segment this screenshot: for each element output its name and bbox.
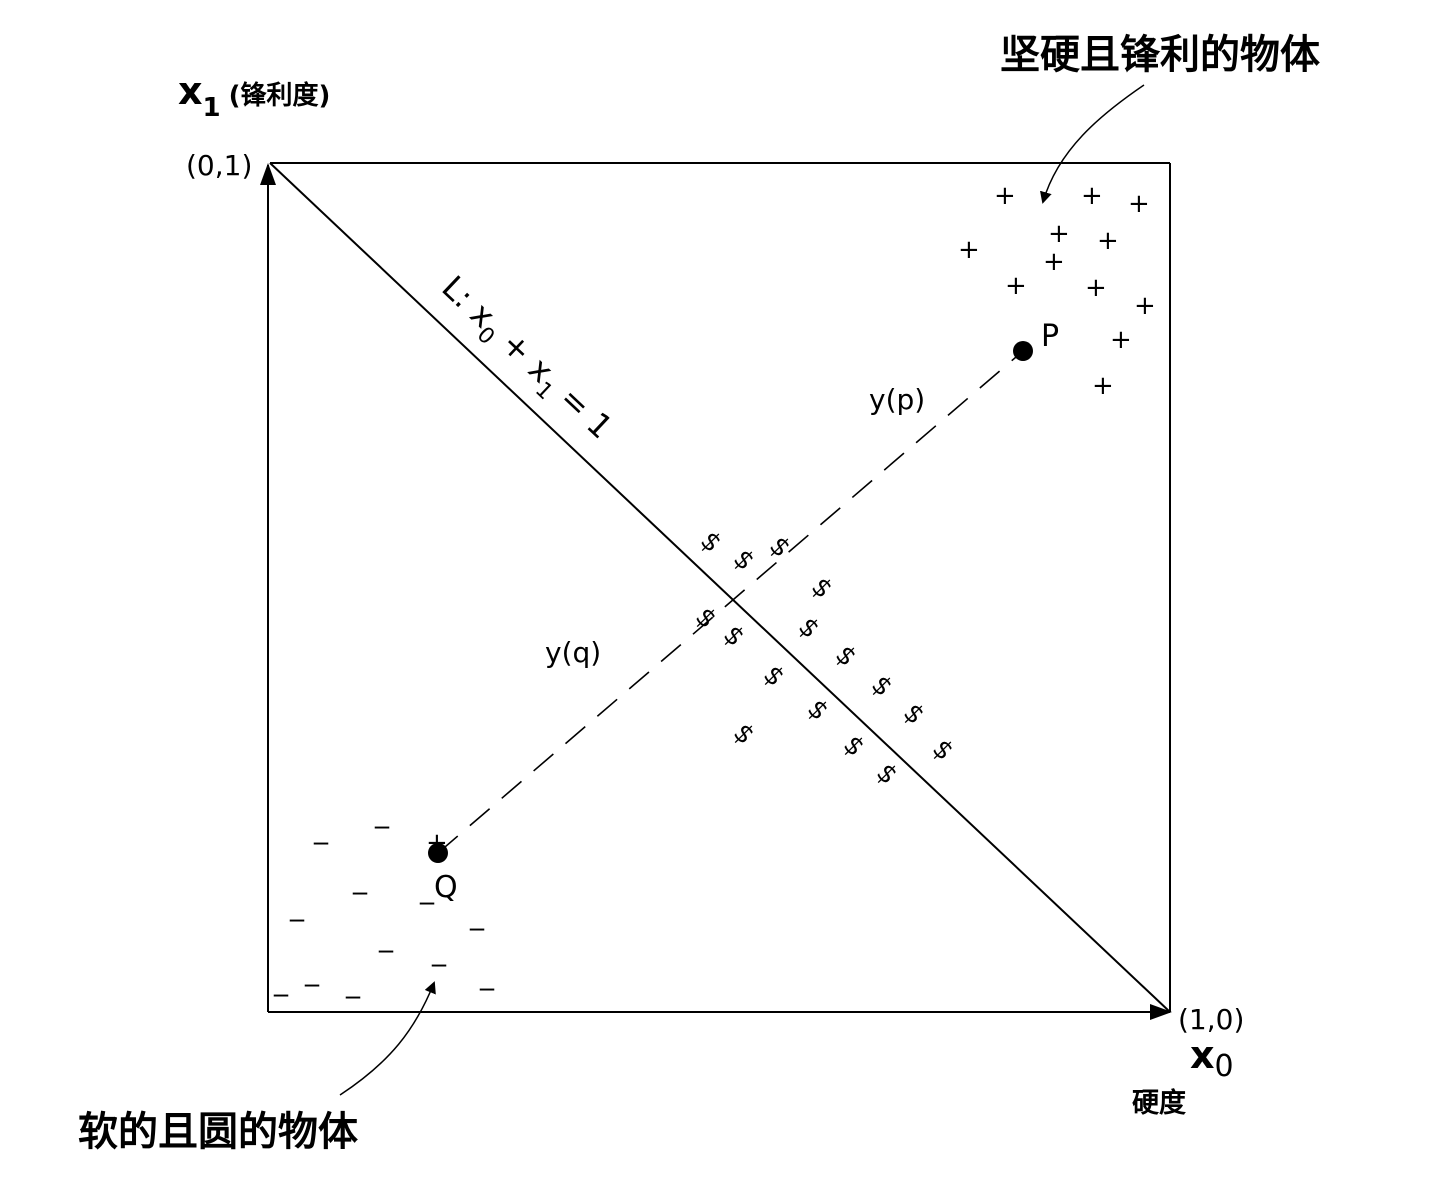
- dollar-marker: $: [805, 572, 838, 605]
- y-axis-name: (锋利度): [229, 80, 331, 111]
- plus-marker: +: [1097, 226, 1119, 256]
- decision-line-L: [269, 162, 1171, 1013]
- proj-p-label: y(p): [869, 383, 925, 416]
- minus-marker: _: [479, 958, 495, 991]
- dollar-marker: $: [763, 531, 796, 564]
- dollar-marker: $: [837, 730, 870, 763]
- dollar-marker: $: [727, 544, 760, 577]
- plus-marker: +: [1085, 273, 1107, 303]
- y-axis-sub: 1: [203, 93, 221, 123]
- corner-right-label: (1,0): [1178, 1003, 1244, 1036]
- minus-marker: _: [419, 872, 435, 905]
- minus-marker: _: [378, 920, 394, 953]
- caption-soft-round: 软的且圆的物体: [78, 1109, 358, 1155]
- minus-marker: _: [469, 898, 485, 931]
- minus-marker: _: [431, 934, 447, 967]
- corner-top-label: (0,1): [186, 149, 252, 182]
- dollar-marker: $: [897, 698, 930, 731]
- plus-marker: +: [994, 181, 1016, 211]
- dollar-marker: $: [926, 734, 959, 767]
- proj-q-label: y(q): [545, 636, 601, 669]
- plus-markers: + + + + + + + + + + + + +: [426, 181, 1156, 858]
- plus-marker: +: [1081, 181, 1103, 211]
- y-axis-label: x1 (锋利度): [178, 69, 330, 123]
- minus-marker: _: [289, 889, 305, 922]
- x-axis-sub: 0: [1215, 1049, 1234, 1084]
- plus-marker: +: [1134, 291, 1156, 321]
- point-p-label: P: [1041, 319, 1059, 354]
- plus-marker: +: [1048, 219, 1070, 249]
- dollar-marker: $: [717, 620, 750, 653]
- dollar-marker: $: [727, 718, 760, 751]
- dollar-marker: $: [870, 758, 903, 791]
- minus-marker: _: [374, 796, 390, 829]
- projection-dashed-line: [437, 350, 1024, 854]
- plus-marker: +: [1128, 189, 1150, 219]
- minus-markers: _ _ _ _ _ _ _ _ _ _ _ _: [273, 796, 495, 999]
- y-axis-var: x: [178, 69, 203, 113]
- plus-marker: +: [958, 235, 980, 265]
- callout-arrow-hard-sharp: [1040, 84, 1145, 204]
- line-L-suffix: = 1: [545, 372, 620, 446]
- point-p-dot: [1013, 341, 1033, 361]
- plus-marker: +: [1005, 271, 1027, 301]
- dollar-marker: $: [829, 640, 862, 673]
- dollar-marker: $: [689, 602, 722, 635]
- dollar-marker: $: [757, 660, 790, 693]
- plus-marker: +: [1092, 371, 1114, 401]
- x-axis-var: x: [1190, 1033, 1215, 1077]
- dollar-markers: $ $ $ $ $ $ $ $ $ $ $ $ $ $ $ $: [689, 526, 959, 791]
- plus-marker: +: [426, 828, 448, 858]
- caption-hard-sharp: 坚硬且锋利的物体: [1000, 32, 1320, 78]
- x-axis-name: 硬度: [1132, 1087, 1186, 1119]
- callout-arrow-soft-round: [339, 981, 436, 1096]
- point-q-dot: [428, 843, 448, 863]
- minus-marker: _: [352, 862, 368, 895]
- dollar-marker: $: [865, 670, 898, 703]
- plus-marker: +: [1043, 247, 1065, 277]
- x-axis-label: x0: [1190, 1033, 1234, 1084]
- minus-marker: _: [345, 966, 361, 999]
- minus-marker: _: [273, 964, 289, 997]
- line-L-label: L: x0 + x1 = 1: [430, 268, 620, 451]
- dollar-marker: $: [694, 526, 727, 559]
- plus-marker: +: [1110, 325, 1132, 355]
- dollar-marker: $: [792, 612, 825, 645]
- plot-frame: [270, 162, 1171, 1012]
- minus-marker: _: [304, 954, 320, 987]
- dollar-marker: $: [801, 694, 834, 727]
- point-q-label: Q: [434, 870, 458, 905]
- minus-marker: _: [313, 812, 329, 845]
